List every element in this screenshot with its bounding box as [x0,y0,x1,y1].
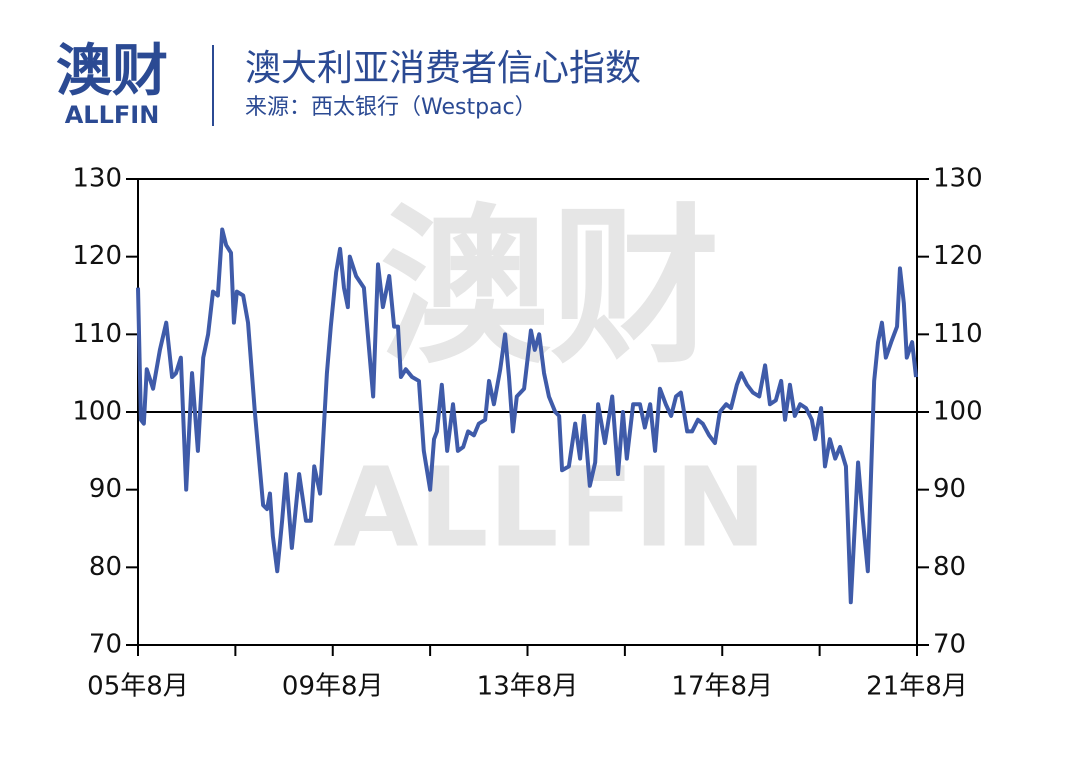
y-tick-label: 100 [72,397,122,427]
y2-tick-label: 120 [933,241,983,271]
y-tick-label: 90 [89,474,122,504]
y2-tick-label: 100 [933,397,983,427]
y2-tick-label: 130 [933,164,983,194]
y2-tick-label: 80 [933,552,966,582]
y2-tick-label: 70 [933,630,966,660]
logo-sub: ALLFIN [65,101,160,129]
watermark-name: 澳财 [380,189,720,387]
chart-subtitle: 来源：西太银行（Westpac） [245,95,537,120]
y2-tick-label: 110 [933,319,983,349]
y-tick-label: 130 [72,164,122,194]
data-line [136,227,919,605]
y-tick-label: 120 [72,241,122,271]
watermark-sub: ALLFIN [333,443,766,571]
y-tick-label: 70 [89,630,122,660]
y2-tick-label: 90 [933,474,966,504]
y-tick-label: 110 [72,319,122,349]
x-tick-label: 13年8月 [477,672,579,702]
y-tick-label: 80 [89,552,122,582]
chart-title: 澳大利亚消费者信心指数 [245,48,641,89]
x-tick-label: 05年8月 [87,672,189,702]
x-tick-label: 09年8月 [282,672,384,702]
x-tick-label: 17年8月 [671,672,773,702]
logo-name: 澳财 [56,39,168,104]
watermark: 澳财 ALLFIN [333,189,766,571]
x-tick-label: 21年8月 [866,672,968,702]
